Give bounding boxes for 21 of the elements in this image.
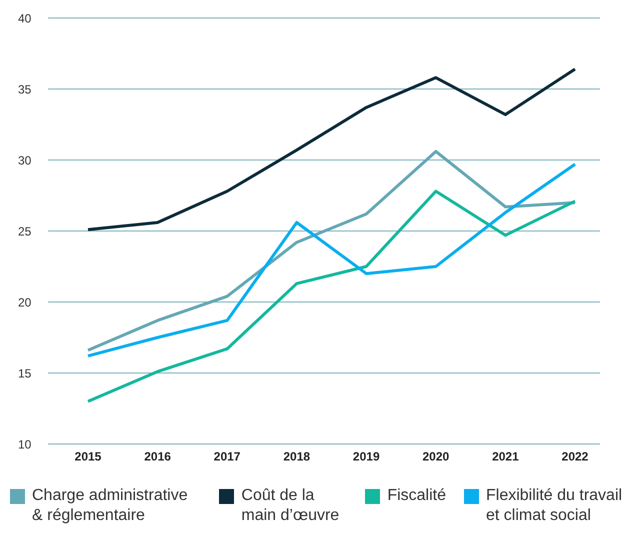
x-tick-label: 2022 [562, 450, 589, 464]
x-tick-label: 2018 [283, 450, 310, 464]
y-tick-label: 25 [18, 224, 32, 238]
x-tick-label: 2015 [74, 450, 102, 464]
y-tick-label: 40 [18, 11, 32, 26]
x-tick-label: 2020 [422, 450, 450, 464]
y-tick-label: 30 [18, 153, 32, 168]
line-series [86, 68, 576, 232]
y-tick-label: 15 [18, 366, 32, 380]
x-tick-label: 2021 [492, 450, 520, 464]
legend-label: Coût de la main d’œuvre [241, 486, 340, 526]
line-series [86, 190, 576, 403]
y-tick-label: 35 [18, 82, 32, 96]
x-tick-label: 2019 [352, 450, 380, 464]
legend-label: Fiscalité [387, 486, 446, 506]
x-tick-label: 2017 [214, 450, 241, 464]
x-tick-label: 2016 [144, 450, 172, 464]
y-tick-label: 20 [18, 295, 32, 310]
y-tick-label: 10 [18, 437, 32, 452]
legend-label: Charge administrative & réglementaire [32, 486, 189, 526]
legend-label: Flexibilité du travail et climat social [486, 486, 624, 526]
